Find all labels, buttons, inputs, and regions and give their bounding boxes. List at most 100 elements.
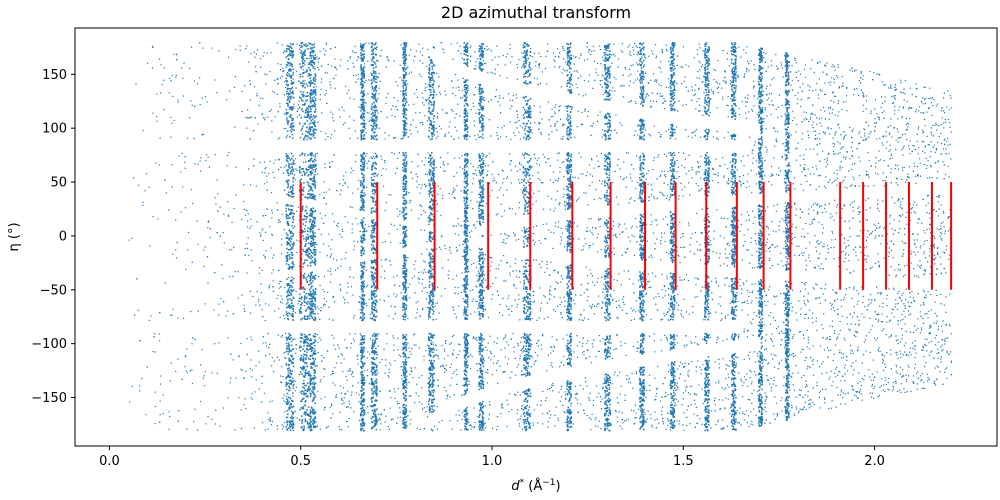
scatter-point (421, 54, 423, 56)
scatter-point (342, 387, 345, 389)
scatter-point (905, 330, 907, 332)
scatter-point (398, 402, 400, 404)
scatter-point (788, 241, 790, 243)
scatter-point (560, 239, 563, 241)
scatter-point (452, 191, 454, 194)
scatter-point (898, 199, 900, 201)
scatter-point (895, 299, 897, 301)
scatter-point (804, 236, 806, 238)
scatter-point (163, 67, 165, 69)
scatter-point (523, 412, 525, 414)
scatter-point (557, 271, 559, 273)
scatter-point (537, 422, 539, 424)
scatter-point (563, 193, 565, 195)
scatter-point (725, 368, 727, 370)
scatter-point (650, 223, 652, 226)
scatter-point (612, 87, 614, 89)
scatter-point (597, 166, 599, 168)
scatter-point (708, 63, 710, 65)
scatter-point (368, 225, 370, 228)
scatter-point (280, 244, 283, 246)
scatter-point (919, 260, 921, 262)
scatter-point (661, 50, 663, 53)
scatter-point (347, 186, 349, 188)
scatter-point (518, 238, 520, 240)
scatter-point (775, 173, 777, 176)
scatter-point (782, 332, 784, 334)
scatter-point (594, 425, 597, 427)
scatter-point (726, 265, 728, 267)
scatter-point (753, 311, 755, 314)
scatter-point (279, 317, 281, 319)
scatter-point (771, 184, 773, 186)
scatter-point (318, 57, 321, 59)
scatter-point (585, 358, 587, 360)
scatter-point (867, 255, 869, 257)
scatter-point (938, 136, 940, 138)
scatter-point (885, 176, 887, 178)
scatter-point (448, 131, 450, 134)
scatter-point (498, 189, 500, 191)
scatter-point (839, 371, 841, 373)
scatter-point (678, 377, 680, 379)
scatter-point (738, 114, 741, 116)
scatter-point (924, 270, 926, 272)
scatter-point (469, 424, 471, 427)
scatter-point (223, 242, 225, 244)
scatter-point (491, 190, 493, 192)
scatter-point (818, 243, 821, 245)
scatter-point (937, 366, 939, 368)
scatter-point (640, 187, 642, 189)
scatter-point (439, 188, 441, 190)
scatter-point (476, 58, 478, 60)
scatter-point (460, 190, 462, 192)
scatter-point (935, 149, 937, 151)
scatter-point (325, 50, 327, 52)
scatter-point (875, 235, 877, 237)
scatter-point (495, 369, 497, 371)
scatter-point (255, 304, 257, 306)
scatter-point (655, 55, 658, 57)
scatter-point (288, 277, 290, 279)
scatter-point (351, 223, 353, 225)
scatter-point (917, 233, 919, 236)
scatter-point (926, 350, 928, 352)
scatter-point (791, 226, 793, 228)
scatter-point (689, 244, 691, 246)
scatter-point (501, 403, 503, 405)
scatter-point (448, 126, 450, 128)
scatter-point (583, 192, 585, 194)
scatter-point (571, 106, 574, 108)
scatter-point (612, 299, 614, 301)
scatter-point (747, 314, 749, 316)
scatter-point (546, 370, 548, 372)
scatter-point (419, 428, 421, 431)
scatter-point (557, 417, 559, 419)
scatter-point (474, 311, 476, 313)
scatter-point (819, 253, 821, 255)
scatter-point (523, 413, 525, 416)
scatter-point (397, 417, 399, 419)
scatter-point (795, 396, 797, 398)
scatter-point (764, 160, 766, 162)
scatter-point (856, 290, 858, 292)
scatter-point (276, 202, 278, 204)
scatter-point (727, 242, 729, 244)
scatter-point (550, 179, 552, 181)
scatter-point (924, 387, 926, 390)
scatter-point (319, 94, 321, 96)
scatter-point (497, 425, 499, 427)
scatter-point (445, 390, 447, 392)
scatter-point (563, 124, 565, 126)
scatter-point (550, 294, 552, 296)
scatter-point (407, 357, 409, 359)
scatter-point (355, 154, 357, 156)
scatter-point (292, 168, 294, 170)
scatter-point (582, 342, 584, 345)
scatter-point (875, 339, 877, 341)
scatter-point (446, 112, 448, 114)
scatter-point (695, 370, 697, 372)
scatter-point (840, 217, 843, 219)
scatter-point (522, 172, 524, 174)
scatter-point (683, 279, 686, 281)
